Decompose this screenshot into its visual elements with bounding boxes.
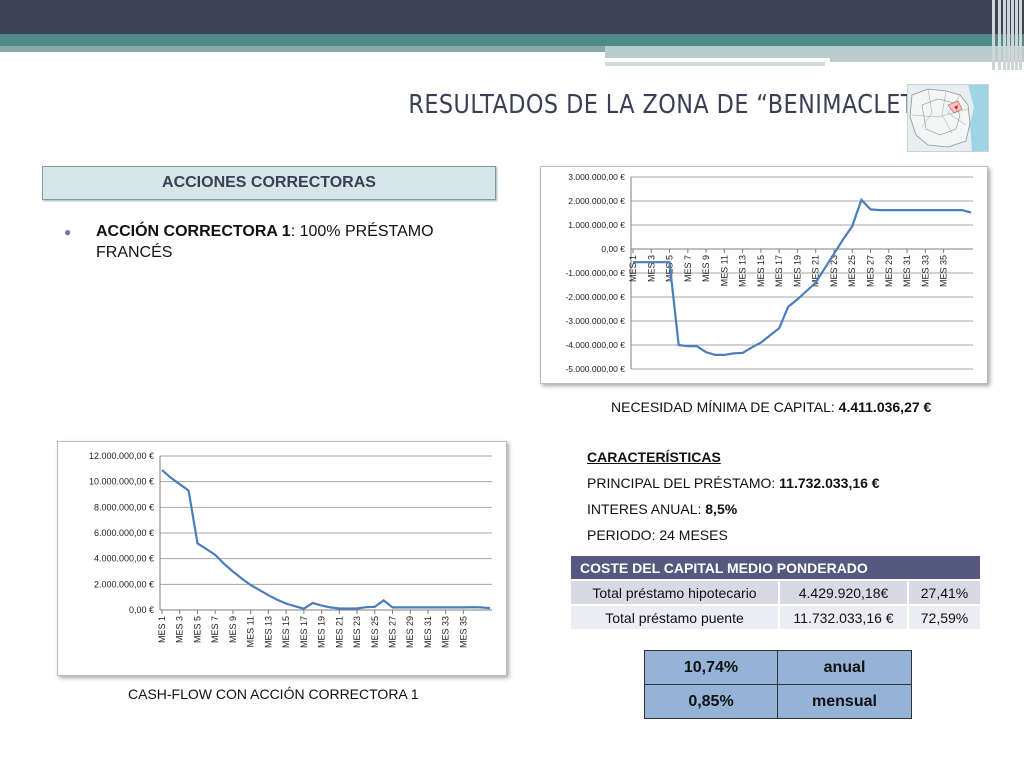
interest-value: 8,5% [705,501,738,517]
section-header-box: ACCIONES CORRECTORAS [42,166,496,200]
slide-title: RESULTADOS DE LA ZONA DE “BENIMACLET” [408,90,927,120]
x-tick-label: MES 11 [719,255,729,286]
principal-value: 11.732.033,16 € [779,475,880,491]
cost-table-header: COSTE DEL CAPITAL MEDIO PONDERADO [569,554,982,581]
x-tick-label: MES 13 [263,616,273,648]
x-tick-label: MES 9 [701,255,711,282]
y-tick-label: 2.000.000,00 € [94,579,154,589]
caption-label: NECESIDAD MÍNIMA DE CAPITAL: [611,399,839,415]
header-band [0,0,1024,34]
bullet-text: : 100% PRÉSTAMO FRANCÉS [96,223,434,261]
table-cell: 11.732.033,16 € [778,604,909,631]
x-tick-label: MES 1 [157,616,167,643]
bullet-dot-icon: ● [64,225,72,239]
x-tick-label: MES 27 [387,616,397,648]
capital-need-caption: NECESIDAD MÍNIMA DE CAPITAL: 4.411.036,2… [611,399,931,415]
table-row: Total préstamo puente 11.732.033,16 € 72… [569,604,982,631]
x-tick-label: MES 15 [756,255,766,287]
table-row: 10,74% anual [644,650,912,685]
y-tick-label: -3.000.000,00 € [565,316,625,326]
x-tick-label: MES 31 [902,255,912,287]
x-tick-label: MES 1 [628,255,638,282]
y-tick-label: 2.000.000,00 € [568,196,625,206]
x-tick-label: MES 17 [299,616,309,648]
corner-stripes [990,0,1024,70]
x-tick-label: MES 13 [738,255,748,287]
characteristics-block: CARACTERÍSTICAS PRINCIPAL DEL PRÉSTAMO: … [587,444,880,548]
header-stripe [0,34,1024,46]
table-cell: 4.429.920,18€ [778,579,909,606]
table-cell: Total préstamo hipotecario [569,579,780,606]
cost-table: COSTE DEL CAPITAL MEDIO PONDERADO Total … [569,554,982,631]
series-line [161,469,491,610]
principal-label: PRINCIPAL DEL PRÉSTAMO: [587,475,780,491]
rate-period: mensual [777,684,912,719]
x-tick-label: MES 9 [228,616,238,643]
x-tick-label: MES 33 [441,616,451,648]
x-tick-label: MES 27 [866,255,876,287]
x-tick-label: MES 35 [458,616,468,648]
characteristics-heading: CARACTERÍSTICAS [587,449,721,465]
y-tick-label: -5.000.000,00 € [565,364,625,374]
zone-map-image [907,84,989,152]
table-cell: 27,41% [907,579,982,606]
y-tick-label: -4.000.000,00 € [565,340,625,350]
interest-label: INTERES ANUAL: [587,501,706,517]
header-stripe-pale [605,46,1024,58]
table-row: 0,85% mensual [644,684,912,719]
capital-need-chart: 3.000.000,00 € 2.000.000,00 € 1.000.000,00… [565,172,973,374]
x-tick-label: MES 7 [683,255,693,282]
table-row: Total préstamo hipotecario 4.429.920,18€… [569,579,982,606]
x-tick-label: MES 17 [774,255,784,287]
x-tick-label: MES 23 [829,255,839,287]
x-tick-label: MES 21 [334,616,344,648]
x-tick-label: MES 21 [811,255,821,287]
y-tick-label: 1.000.000,00 € [568,220,625,230]
x-tick-label: MES 19 [792,255,802,287]
table-cell: Total préstamo puente [569,604,780,631]
series-line [633,197,972,356]
header-stripe-light [0,46,605,52]
y-tick-label: -2.000.000,00 € [565,292,625,302]
x-tick-label: MES 29 [405,616,415,648]
cashflow-caption: CASH-FLOW CON ACCIÓN CORRECTORA 1 [128,686,419,702]
header-line-right [830,56,1024,62]
rates-table: 10,74% anual 0,85% mensual [644,650,912,719]
y-tick-label: 0,00 € [601,244,625,254]
caption-value: 4.411.036,27 € [838,399,932,415]
x-tick-label: MES 25 [847,255,857,287]
bullet-bold: ACCIÓN CORRECTORA 1 [96,223,291,240]
x-tick-label: MES 35 [939,255,949,287]
x-tick-label: MES 19 [317,616,327,648]
table-cell: 72,59% [907,604,982,631]
x-tick-label: MES 11 [246,616,256,647]
x-tick-label: MES 5 [192,616,202,643]
x-tick-label: MES 7 [210,616,220,643]
x-tick-label: MES 25 [370,616,380,648]
rate-value: 10,74% [644,650,778,685]
y-tick-label: 6.000.000,00 € [94,528,154,538]
cashflow-chart: 12.000.000,00 € 10.000.000,00 € 8.000.000,… [89,451,492,648]
y-tick-label: 8.000.000,00 € [94,502,154,512]
y-tick-label: 12.000.000,00 € [89,451,154,461]
header-line [605,62,825,66]
rate-period: anual [777,650,912,685]
x-tick-label: MES 23 [352,616,362,648]
period-text: PERIODO: 24 MESES [587,527,728,543]
x-tick-label: MES 29 [884,255,894,287]
y-tick-label: 0,00 € [129,605,154,615]
y-tick-label: 4.000.000,00 € [94,554,154,564]
y-tick-label: 10.000.000,00 € [89,477,154,487]
capital-need-chart-frame: 3.000.000,00 € 2.000.000,00 € 1.000.000,00… [540,166,988,384]
x-tick-label: MES 3 [646,255,656,282]
x-tick-label: MES 3 [175,616,185,643]
bullet-item: ● ACCIÓN CORRECTORA 1: 100% PRÉSTAMO FRA… [64,221,488,263]
rate-value: 0,85% [644,684,778,719]
x-tick-label: MES 31 [423,616,433,648]
y-tick-label: 3.000.000,00 € [568,172,625,182]
cashflow-chart-frame: 12.000.000,00 € 10.000.000,00 € 8.000.000,… [57,441,507,676]
y-tick-label: -1.000.000,00 € [565,268,625,278]
x-tick-label: MES 15 [281,616,291,648]
x-tick-label: MES 33 [920,255,930,287]
